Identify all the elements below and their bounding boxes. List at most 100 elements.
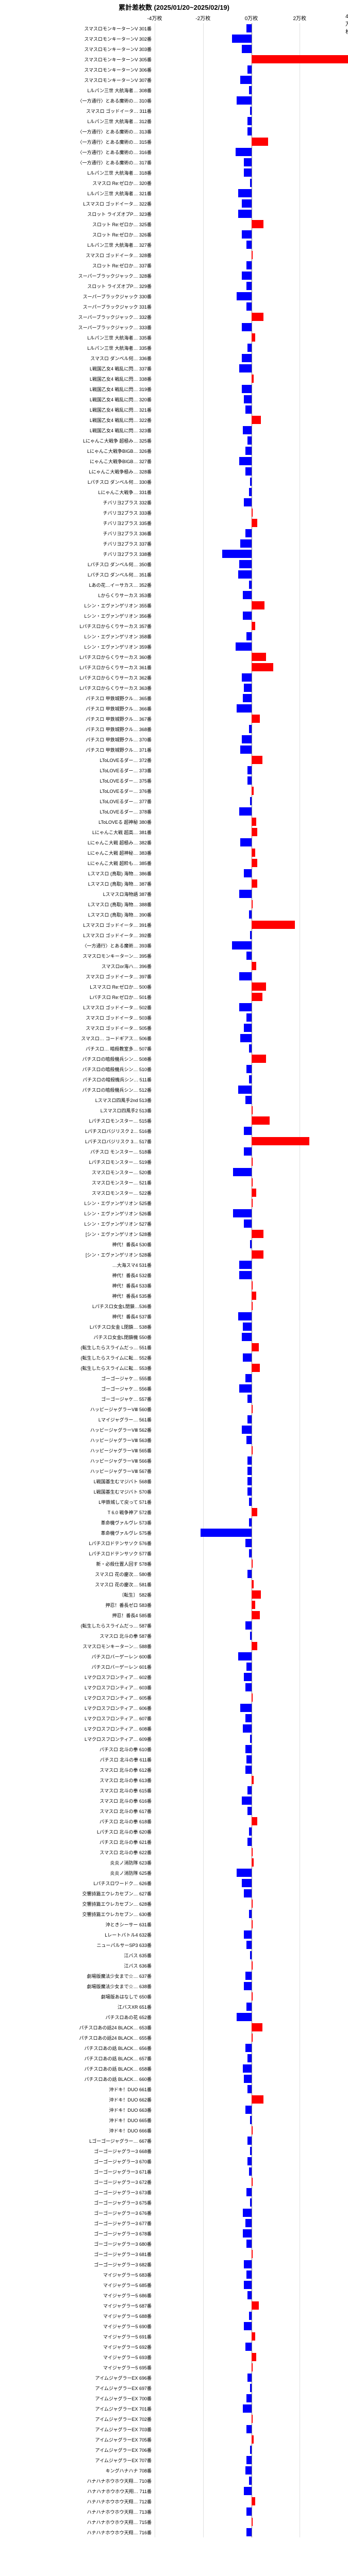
- chart-row: ゴーゴージャグラー3 673番: [0, 2187, 348, 2197]
- chart-row: Lにゃんこ大戦争… 331番: [0, 487, 348, 497]
- bar: [246, 632, 251, 640]
- row-label: パチスロ 北斗の拳 618番: [0, 1818, 152, 1825]
- row-label: スマスロ ゴッドイータ… 503番: [0, 1014, 152, 1021]
- chart-row: 〈一方通行〉とある魔術の… 315番: [0, 137, 348, 147]
- row-label: 押忍！番長4 585番: [0, 1612, 152, 1619]
- row-label: L戦国乙女4 戦乱に閃… 321番: [0, 406, 152, 413]
- bar: [252, 2250, 253, 2258]
- row-label: Lパチスロ女金 L閉鎖… 538番: [0, 1324, 152, 1330]
- chart-row: パチスロあの話 BLACK… 658番: [0, 2063, 348, 2074]
- row-label: ハナハナホウホウ天翔… 712番: [0, 2498, 152, 2505]
- bar: [246, 2528, 251, 2536]
- chart-row: LToLOVEる 超神秘 380番: [0, 817, 348, 827]
- bar: [242, 1879, 252, 1887]
- row-label: スーパーブラックジャック… 333番: [0, 324, 152, 331]
- row-label: パチスロあの話 BLACK… 660番: [0, 2076, 152, 2082]
- chart-row: Lスマスロ ゴッドイータ… 392番: [0, 930, 348, 940]
- chart-row: L戦国乙女4 戦乱に閃… 320番: [0, 394, 348, 404]
- row-label: Lシン・エヴァンゲリオン 358番: [0, 633, 152, 640]
- row-label: パチスロの暗殺機兵シン… 512番: [0, 1087, 152, 1093]
- row-label: パチスロの暗殺機兵シン… 511番: [0, 1076, 152, 1083]
- chart-row: Lマクロスフロンティア… 602番: [0, 1672, 348, 1682]
- row-label: L戦国乙女4 戦乱に閃… 338番: [0, 376, 152, 382]
- row-label: Lルパン三世 大航海者… 318番: [0, 170, 152, 176]
- row-label: Lパチスロ ダンベル何… 330番: [0, 479, 152, 485]
- bar: [244, 869, 251, 877]
- row-label: パチスロ女金L閉鎖機 550番: [0, 1334, 152, 1341]
- bar: [252, 2301, 259, 2310]
- chart-row: ゴーゴージャグラー3 668番: [0, 2146, 348, 2156]
- bar: [252, 1848, 253, 1856]
- bar: [249, 1044, 252, 1053]
- row-label: パチスロあの話24 BLACK… 653番: [0, 2024, 152, 2031]
- chart-row: Lにゃんこ大戦 超粋も… 385番: [0, 858, 348, 868]
- chart-row: Lにゃんこ大戦 超高… 381番: [0, 827, 348, 837]
- chart-row: パチスロ モンスター… 518番: [0, 1146, 348, 1157]
- row-label: Lスマスロ ゴッドイータ… 502番: [0, 1004, 152, 1011]
- row-label: スマスロ 北斗の拳 616番: [0, 1798, 152, 1804]
- row-label: マイジャグラー5 690番: [0, 2323, 152, 2330]
- bar: [239, 807, 251, 816]
- row-label: Lレートバトル4 632番: [0, 1931, 152, 1938]
- chart-row: 沖ドキ！DUO 663番: [0, 2105, 348, 2115]
- chart-row: アイムジャグラーEX 702番: [0, 2414, 348, 2424]
- bar: [243, 1353, 251, 1362]
- bar: [246, 952, 251, 960]
- chart-row: Lパチスロモンスター… 519番: [0, 1157, 348, 1167]
- bar: [252, 849, 255, 857]
- row-label: LToLOVEるダー… 377番: [0, 798, 152, 805]
- chart-row: Lパチスロからくりサーカス 360番: [0, 652, 348, 662]
- bar: [252, 653, 266, 661]
- bar: [237, 96, 251, 105]
- chart-row: Lスマスロ (鳥取) 海物… 388番: [0, 899, 348, 909]
- bar: [252, 1560, 253, 1568]
- row-label: パチスロ 北斗の拳 611番: [0, 1756, 152, 1763]
- row-label: L甲鉄城して戻って 571番: [0, 1499, 152, 1505]
- row-label: ゴーゴージャケ… 555番: [0, 1375, 152, 1382]
- chart-row: Lシン・エヴァンゲリオン 355番: [0, 600, 348, 611]
- bar: [244, 2322, 251, 2330]
- row-label: ハナハナホウホウ天翔… 713番: [0, 2509, 152, 2515]
- row-label: ハナハナホウホウ天翔… 710番: [0, 2478, 152, 2484]
- bar: [252, 1343, 259, 1351]
- chart-row: パチスロ 北斗の拳 610番: [0, 1744, 348, 1754]
- bar: [247, 2374, 251, 2382]
- chart-row: パチスロあの花 652番: [0, 2012, 348, 2022]
- row-label: Lシン・エヴァンゲリオン 526番: [0, 1210, 152, 1217]
- chart-row: パチスロあの話 BLACK… 656番: [0, 2043, 348, 2053]
- row-label: スマスロ ゴッドイータ… 397番: [0, 973, 152, 980]
- bar: [232, 35, 252, 43]
- row-label: Lパチスロからくりサーカス 360番: [0, 654, 152, 660]
- row-label: Lパチスロからくりサーカス 361番: [0, 664, 152, 671]
- bar: [252, 2033, 253, 2042]
- bar: [246, 2188, 251, 2196]
- chart-row: マイジャグラー5 695番: [0, 2362, 348, 2372]
- row-label: Lスマスロ (鳥取) 海物… 388番: [0, 901, 152, 908]
- row-label: スマスロモンキーターン… 588番: [0, 1643, 152, 1650]
- chart-row: ゴーゴージャグラー3 678番: [0, 2228, 348, 2239]
- chart-row: 沖ときシーサー 631番: [0, 1919, 348, 1929]
- bar: [252, 1158, 253, 1166]
- chart-row: Lシン・エヴァンゲリオン 526番: [0, 1208, 348, 1218]
- chart-row: 劇場版あはなしで 650番: [0, 1991, 348, 2002]
- row-label: パチスロあの花 652番: [0, 2014, 152, 2021]
- bar: [250, 478, 251, 486]
- row-label: 江バス 636番: [0, 1962, 152, 1969]
- chart-row: LToLOVEるダー… 372番: [0, 755, 348, 765]
- bar: [252, 2415, 253, 2423]
- chart-row: 沖ドキ！DUO 665番: [0, 2115, 348, 2125]
- chart-row: スマスロ ゴッドイータ… 311番: [0, 106, 348, 116]
- row-label: ゴーゴージャグラー3 670番: [0, 2158, 152, 2165]
- row-label: パチスロあの話 BLACK… 657番: [0, 2055, 152, 2062]
- row-label: 劇場版魔法少女まで☆… 637番: [0, 1973, 152, 1979]
- chart-row: T 6.0 戦争神ア 572番: [0, 1507, 348, 1517]
- chart-row: スマスロ 花の慶次… 581番: [0, 1579, 348, 1589]
- row-label: Lマクロスフロンティア… 603番: [0, 1684, 152, 1691]
- chart-row: Lにゃんこ大戦 超極み… 382番: [0, 837, 348, 848]
- chart-row: パチスロ… 暗殺教室多… 507番: [0, 1043, 348, 1054]
- chart-row: マイジャグラー5 691番: [0, 2331, 348, 2342]
- chart-row: ゴーゴージャケ… 555番: [0, 1373, 348, 1383]
- row-label: ゴーゴージャグラー3 677番: [0, 2220, 152, 2227]
- bar: [252, 1900, 253, 1908]
- row-label: Lパチスロ 北斗の拳 620番: [0, 1828, 152, 1835]
